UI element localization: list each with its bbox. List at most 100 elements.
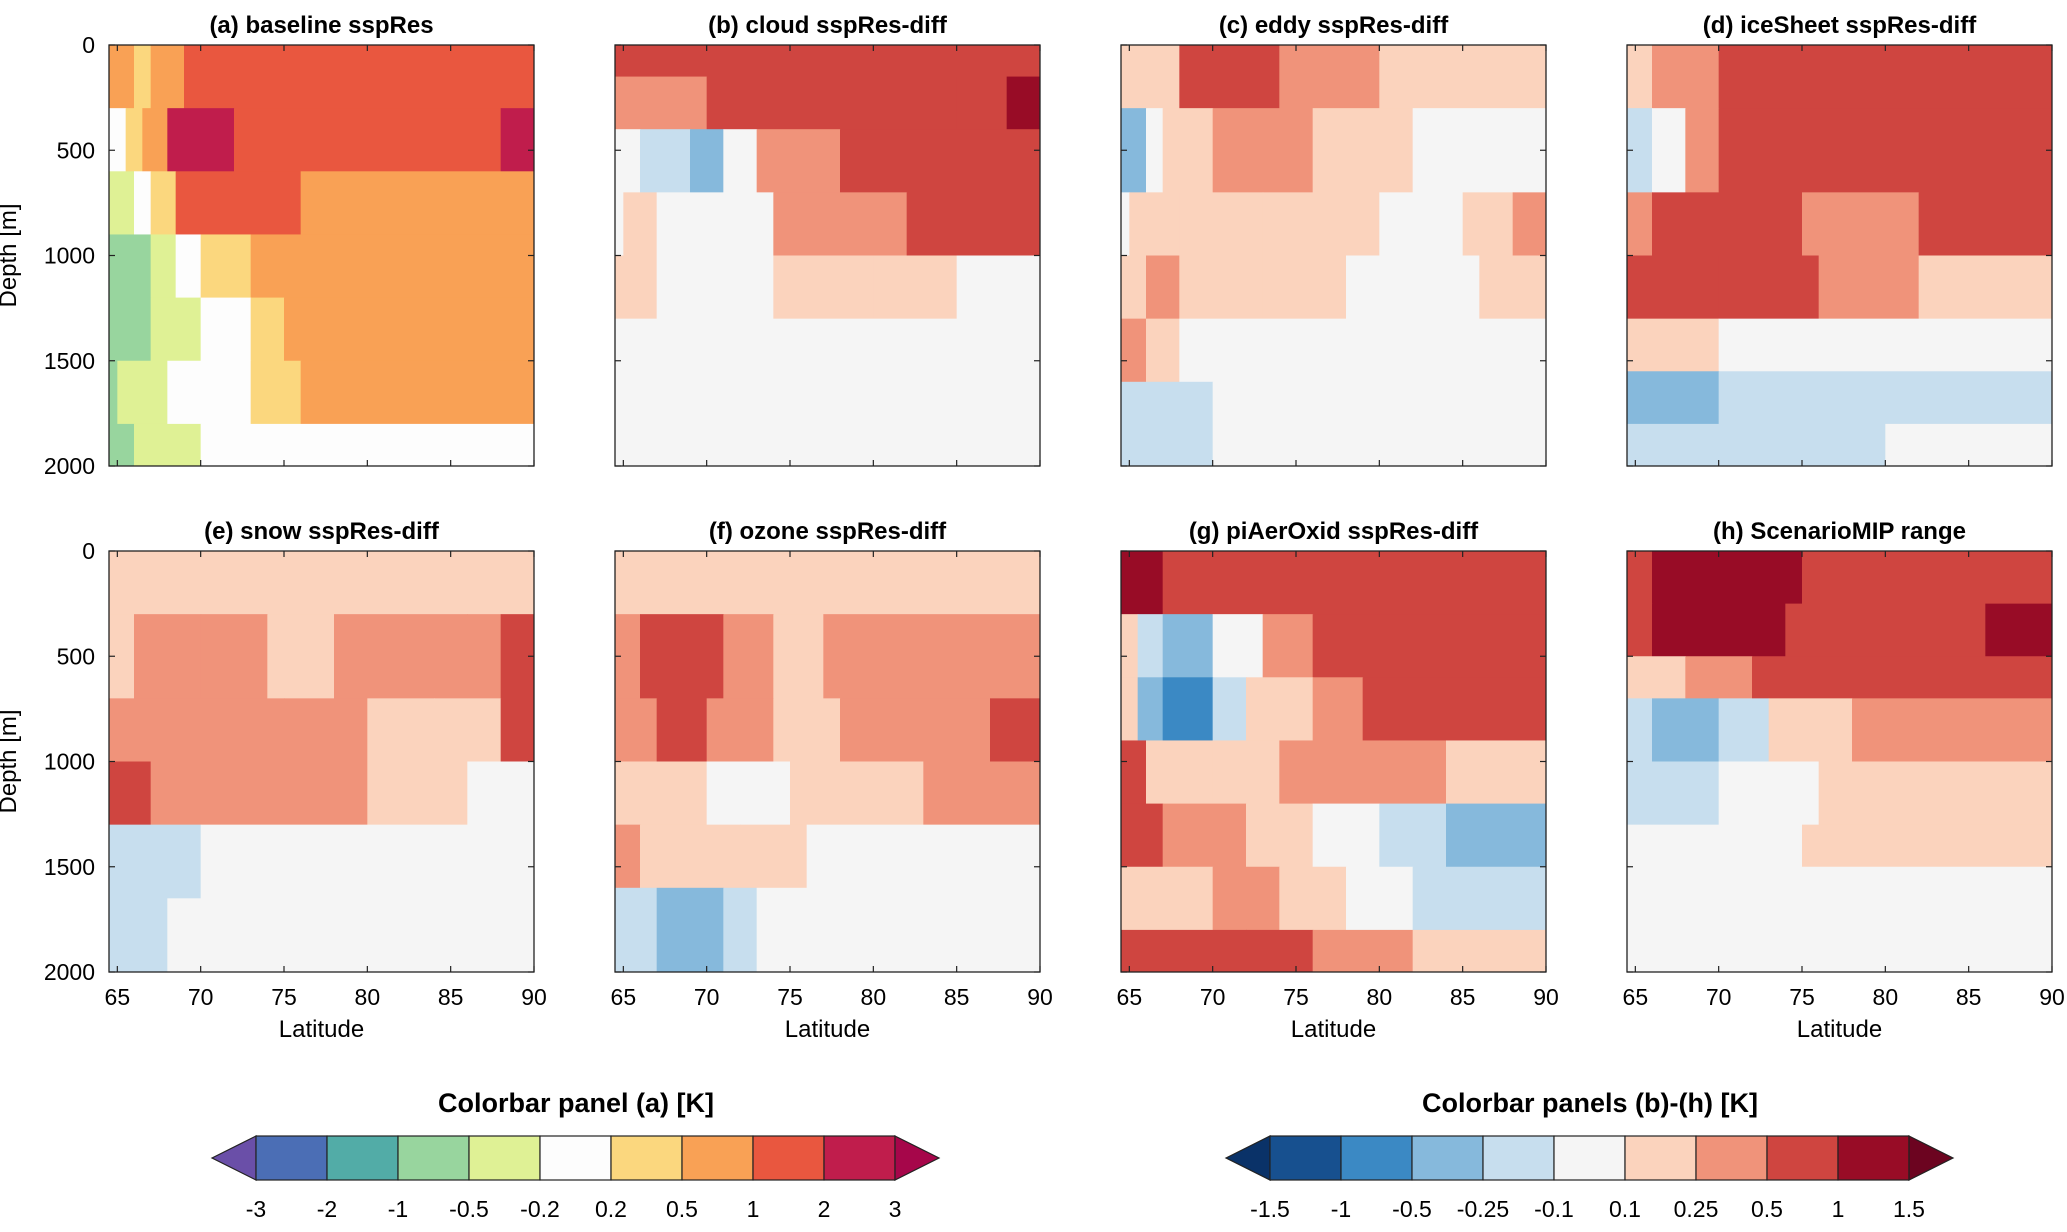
panel-c-cell [1512, 192, 1546, 257]
panel-d-cell [1627, 255, 1720, 320]
colorbar-baseline-tick-label: 1 [747, 1196, 760, 1222]
panel-a-cell [450, 297, 534, 362]
panel-e-ytick-label: 1500 [44, 854, 95, 880]
panel-e-cell [109, 824, 202, 899]
panel-d-cell [1918, 255, 2052, 320]
panel-c-cell [1379, 192, 1464, 257]
panel-g-cell [1412, 866, 1546, 931]
colorbar-diff-tick-label: -0.25 [1457, 1196, 1509, 1222]
panel-h-xtick-label: 65 [1623, 984, 1649, 1010]
panel-h-cell [1818, 761, 2052, 826]
colorbar-baseline-tick-label: 0.5 [666, 1196, 698, 1222]
panel-f-cell [706, 761, 791, 826]
panel-b-cell [706, 76, 958, 130]
panel-f-cell [640, 614, 724, 699]
panel-e-xtick-label: 65 [105, 984, 131, 1010]
panel-d-cell [1627, 45, 1653, 109]
panel-d-cell [1818, 255, 1920, 320]
colorbar-baseline-swatch [255, 1135, 328, 1181]
panel-f-cell [615, 824, 641, 889]
panel-f-cell [615, 551, 1040, 615]
panel-g-cell [1379, 740, 1447, 805]
colorbar-baseline-swatch [610, 1135, 683, 1181]
panel-g-field [1121, 551, 1546, 972]
panel-e-cell [434, 698, 502, 763]
panel-a-cell [109, 360, 118, 425]
panel-c-cell [1212, 108, 1314, 193]
panel-g-title: (g) piAerOxid sspRes-diff [1189, 518, 1479, 545]
panel-b: (b) cloud sspRes-diff [614, 12, 1041, 467]
panel-h-cell [1652, 698, 1720, 763]
panel-f-xtick-label: 85 [944, 984, 970, 1010]
panel-c-cell [1262, 255, 1347, 320]
panel-b-cell [615, 129, 641, 193]
panel-b-cell [723, 129, 758, 193]
panel-e-cell [334, 614, 468, 699]
panel-h-cell [1627, 551, 1653, 605]
panel-f-cell [756, 887, 1040, 972]
panel-h-xtick-label: 80 [1873, 984, 1899, 1010]
panel-b-cell [773, 255, 874, 320]
colorbar-baseline-arrow-high [894, 1135, 941, 1181]
panel-b-cell [615, 255, 658, 320]
panel-c-cell [1121, 192, 1130, 257]
panel-g-cell [1312, 677, 1364, 742]
panel-a-cell [150, 297, 202, 362]
colorbar-diff-title: Colorbar panels (b)-(h) [K] [1422, 1088, 1758, 1118]
panel-a-cell [134, 171, 152, 236]
panel-h-cell [1652, 603, 1786, 657]
panel-e-cell [150, 761, 335, 826]
panel-g-xtick-label: 75 [1283, 984, 1309, 1010]
panel-h-cell [1627, 698, 1653, 763]
panel-a-cell [200, 234, 252, 299]
panel-c-cell [1121, 381, 1214, 466]
panel-b-cell [623, 192, 658, 257]
colorbar-baseline-swatch [468, 1135, 541, 1181]
panel-c-cell [1179, 192, 1264, 257]
panel-f-xlabel: Latitude [785, 1016, 870, 1043]
panel-e-cell [367, 761, 468, 826]
colorbar-diff-tick-label: -0.5 [1392, 1196, 1432, 1222]
panel-g-cell [1362, 677, 1546, 742]
colorbar-baseline-swatch [681, 1135, 754, 1181]
panel-f-cell [923, 761, 1040, 826]
panel-c-cell [1179, 318, 1546, 383]
colorbar-diff-swatch [1411, 1135, 1484, 1181]
panel-d-cell [1627, 371, 1720, 425]
panel-b-cell [615, 45, 1040, 78]
panel-g-cell [1162, 614, 1214, 678]
panel-e-ytick-label: 1000 [44, 749, 95, 775]
panel-a-ytick-label: 0 [82, 32, 95, 58]
panel-h-cell [1718, 698, 1770, 763]
panel-e-ytick-label: 0 [82, 538, 95, 564]
panel-c-cell [1121, 318, 1147, 383]
panel-b-cell [1006, 76, 1040, 130]
panel-a-cell [150, 234, 177, 299]
panel-b-field [615, 45, 1040, 466]
panel-f-xtick-label: 80 [861, 984, 887, 1010]
panel-a-cell [467, 108, 502, 172]
panel-f-cell [806, 824, 1040, 889]
colorbar-baseline-tick-label: 2 [818, 1196, 831, 1222]
panel-a-cell [267, 171, 302, 236]
panel-c-cell [1312, 108, 1414, 193]
panel-g-cell [1379, 803, 1447, 868]
colorbar-diff: Colorbar panels (b)-(h) [K] -1.5 -1 -0.5 -0… [1224, 1088, 1955, 1222]
panel-a-ytick-label: 2000 [44, 453, 95, 479]
panel-g-cell [1146, 740, 1214, 805]
panel-f-xtick-label: 65 [611, 984, 637, 1010]
panel-g-cell [1212, 614, 1264, 678]
panel-e-title: (e) snow sspRes-diff [204, 518, 440, 545]
panel-a-cell [184, 45, 335, 109]
panel-a-title: (a) baseline sspRes [209, 12, 433, 39]
panels: (a) baseline sspRes 0 500 1000 1500 2000 Depth… [0, 12, 2065, 1043]
panel-g-cell [1121, 929, 1247, 972]
panel-a-cell [109, 108, 127, 172]
panel-e-ytick-label: 2000 [44, 959, 95, 985]
colorbar-baseline-swatch [823, 1135, 896, 1181]
panel-e-cell [367, 698, 435, 763]
panel-c-cell [1279, 45, 1380, 109]
panel-c-cell [1179, 45, 1280, 109]
panel-f-cell [773, 614, 824, 699]
